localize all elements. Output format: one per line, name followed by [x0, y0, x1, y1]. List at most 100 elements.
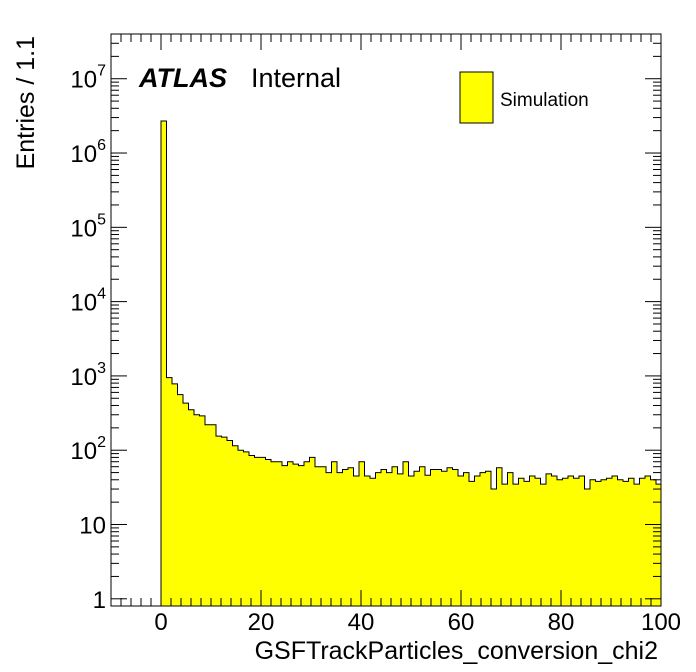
histogram-bar — [496, 467, 502, 606]
histogram-bar — [194, 414, 200, 606]
histogram-bar — [403, 461, 409, 606]
histogram-bar — [639, 478, 645, 606]
histogram-bar — [491, 489, 497, 606]
histogram-bar — [210, 424, 216, 606]
histogram-bar — [584, 489, 590, 606]
histogram-bar — [381, 469, 387, 606]
histogram-bar — [337, 472, 343, 606]
x-tick-label: 20 — [248, 609, 275, 636]
x-tick-labels: 0 20 40 60 80 100 — [154, 609, 681, 636]
histogram-bar — [177, 394, 183, 606]
x-tick-label: 80 — [548, 609, 575, 636]
histogram-bar — [315, 466, 321, 606]
histogram-bar — [342, 469, 348, 606]
histogram-bar — [612, 475, 618, 606]
histogram-bar — [458, 475, 464, 606]
histogram-bar — [348, 467, 354, 606]
histogram-bar — [320, 466, 326, 606]
histogram-bar — [529, 475, 535, 606]
histogram-bar — [414, 471, 420, 606]
histogram-bar — [249, 455, 255, 606]
histogram-bar — [546, 473, 552, 606]
histogram-bar — [485, 471, 491, 606]
histogram-bar — [535, 478, 541, 606]
y-tick-label: 104 — [70, 286, 106, 317]
histogram-bar — [623, 481, 629, 606]
histogram-bar — [452, 469, 458, 606]
histogram-bar — [243, 451, 249, 606]
histogram-bar — [364, 475, 370, 606]
histogram-bar — [287, 461, 293, 606]
histogram-bar — [216, 436, 222, 606]
histogram-bar — [568, 475, 574, 606]
histogram-bar — [188, 409, 194, 606]
legend: Simulation — [459, 71, 589, 124]
histogram-bar — [238, 450, 244, 606]
histogram-bar — [590, 479, 596, 606]
histogram-bar — [232, 445, 238, 606]
histogram-bar — [370, 478, 376, 606]
histogram-bar — [447, 467, 453, 606]
y-tick-label: 107 — [70, 63, 106, 94]
histogram-bar — [436, 469, 442, 606]
histogram-bar — [254, 457, 260, 606]
histogram-bar — [551, 475, 557, 606]
histogram-bar — [518, 478, 524, 606]
y-tick-label: 103 — [70, 360, 106, 391]
x-axis-label: GSFTrackParticles_conversion_chi2 — [255, 637, 658, 665]
histogram-bar — [166, 377, 172, 606]
y-tick-label: 106 — [70, 137, 106, 168]
histogram-bar — [650, 479, 656, 606]
histogram-bar — [430, 469, 436, 606]
histogram-bar — [474, 475, 480, 606]
histogram-bar — [425, 475, 431, 606]
y-tick-label: 105 — [70, 211, 106, 242]
histogram-bar — [293, 464, 299, 606]
histogram-bar — [282, 465, 288, 606]
histogram-bar — [573, 478, 579, 606]
histogram-outline — [160, 120, 661, 606]
histogram-bar — [507, 472, 513, 606]
atlas-sublabel: Internal — [251, 63, 341, 93]
histogram-bar — [579, 475, 585, 606]
legend-swatch — [459, 71, 494, 124]
histogram-bar — [386, 472, 392, 606]
histogram-bar — [628, 478, 634, 606]
histogram-bar — [309, 457, 315, 606]
histogram-bar — [375, 472, 381, 606]
histogram-bar — [227, 440, 233, 606]
histogram-bar — [183, 403, 189, 606]
histogram-bar — [221, 437, 227, 606]
atlas-label: ATLAS — [138, 63, 227, 93]
y-tick-label: 10 — [79, 513, 106, 540]
histogram-bar — [540, 484, 546, 606]
histogram-bar — [408, 475, 414, 606]
histogram-bar — [260, 457, 266, 606]
y-axis-label: Entries / 1.1 — [12, 36, 40, 169]
histogram-bar — [326, 472, 332, 606]
histogram-bar — [271, 461, 277, 606]
histogram-bar — [656, 484, 661, 606]
histogram-bar — [276, 461, 282, 606]
histogram-bar — [205, 424, 211, 606]
histogram-bar — [645, 475, 651, 606]
histogram-bar — [562, 478, 568, 606]
histogram-bar — [513, 484, 519, 606]
histogram-bar — [557, 479, 563, 606]
x-tick-label: 60 — [448, 609, 475, 636]
histogram-bar — [617, 479, 623, 606]
histogram-bar — [634, 484, 640, 606]
histogram-bar — [359, 461, 365, 606]
x-tick-label: 100 — [641, 609, 681, 636]
histogram-bar — [172, 383, 178, 606]
histogram-bar — [161, 120, 167, 607]
histogram-bar — [199, 415, 205, 606]
histogram-bar — [353, 475, 359, 606]
x-tick-label: 0 — [154, 609, 167, 636]
histogram-bar — [502, 484, 508, 606]
histogram-bar — [392, 466, 398, 606]
histogram-bar — [441, 471, 447, 606]
histogram-bar — [331, 461, 337, 606]
histogram-bar — [601, 479, 607, 606]
